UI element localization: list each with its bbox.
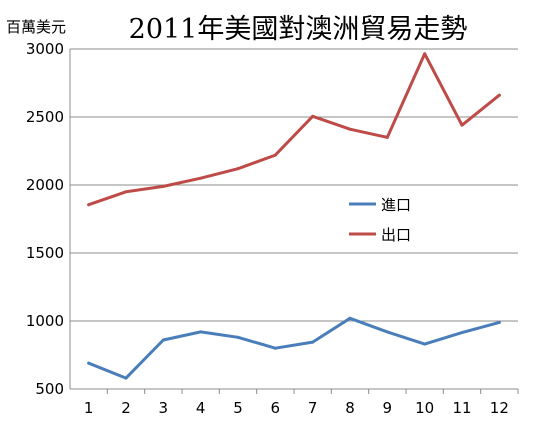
data-point (497, 320, 501, 324)
y-tick-label: 2000 (26, 176, 64, 194)
data-point (385, 135, 389, 139)
x-tick-label: 7 (308, 399, 318, 417)
series-line-0 (87, 316, 501, 380)
data-point (124, 190, 128, 194)
x-tick-label: 9 (383, 399, 393, 417)
data-point (236, 167, 240, 171)
data-point (161, 338, 165, 342)
x-tick-label: 6 (271, 399, 281, 417)
x-tick-label: 10 (415, 399, 434, 417)
y-tick-label: 500 (35, 380, 64, 398)
data-point (385, 330, 389, 334)
x-tick-label: 12 (490, 399, 509, 417)
legend-label: 出口 (381, 226, 411, 244)
data-point (273, 153, 277, 157)
data-point (199, 176, 203, 180)
data-point (124, 376, 128, 380)
gridlines (69, 48, 518, 390)
y-axis-ticks: 500 1000 1500 2000 2500 3000 (26, 40, 64, 398)
data-point (460, 123, 464, 127)
x-tick-label: 11 (452, 399, 471, 417)
x-tick-label: 3 (159, 399, 169, 417)
series-line-1 (87, 52, 501, 207)
x-tick-label: 5 (233, 399, 243, 417)
data-point (311, 114, 315, 118)
data-point (236, 335, 240, 339)
data-point (460, 331, 464, 335)
data-point (423, 342, 427, 346)
x-tick-label: 1 (84, 399, 94, 417)
data-point (423, 52, 427, 56)
y-tick-label: 3000 (26, 40, 64, 58)
series-lines (87, 52, 501, 380)
x-axis-ticks: 1 2 3 4 5 6 7 8 9 10 11 12 (84, 389, 519, 417)
data-point (348, 316, 352, 320)
y-tick-label: 1000 (26, 312, 64, 330)
data-point (348, 127, 352, 131)
chart-title: 2011年美國對澳洲貿易走勢 (129, 14, 468, 45)
x-tick-label: 4 (196, 399, 206, 417)
legend-label: 進口 (381, 196, 411, 214)
data-point (273, 346, 277, 350)
y-tick-label: 2500 (26, 108, 64, 126)
x-tick-label: 2 (121, 399, 131, 417)
data-point (87, 361, 91, 365)
y-tick-label: 1500 (26, 244, 64, 262)
data-point (497, 93, 501, 97)
data-point (199, 330, 203, 334)
x-tick-label: 8 (345, 399, 355, 417)
y-axis-unit-label: 百萬美元 (6, 18, 66, 36)
data-point (311, 340, 315, 344)
data-point (161, 184, 165, 188)
data-point (87, 203, 91, 207)
